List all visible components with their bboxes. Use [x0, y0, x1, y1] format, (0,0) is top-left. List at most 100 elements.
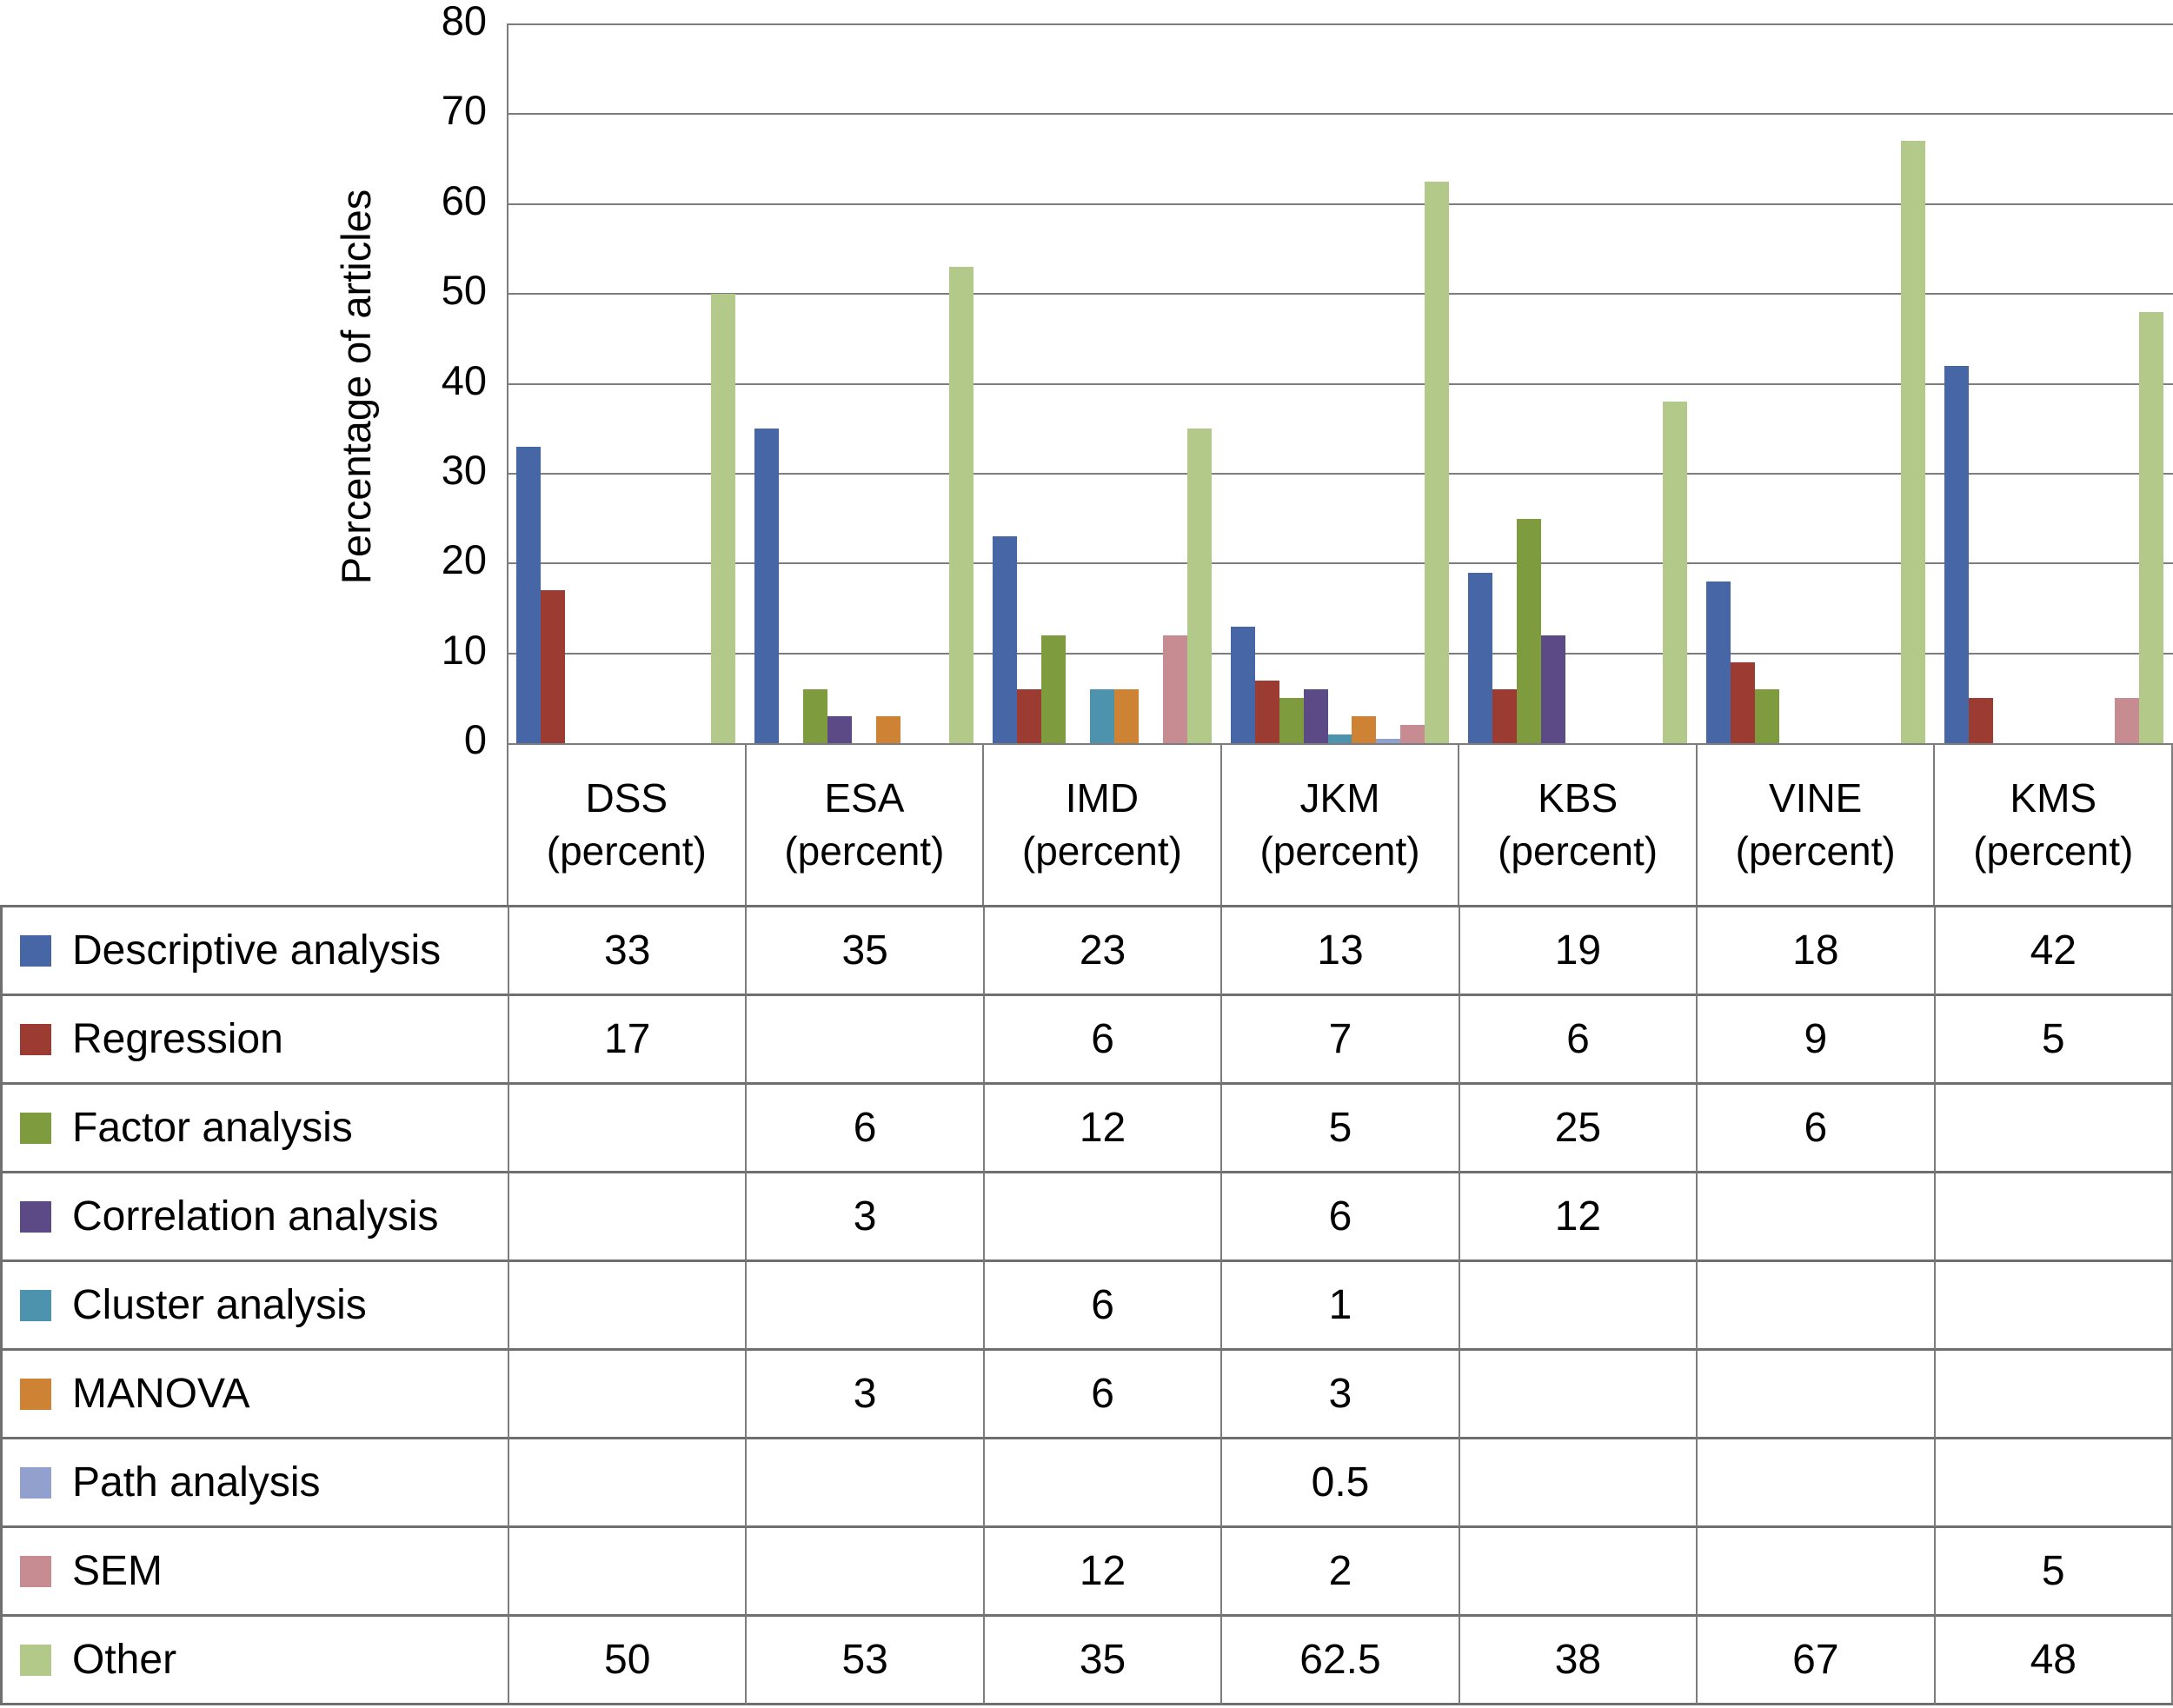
category-header-JKM: JKM (percent) [1219, 743, 1459, 905]
value-cell-ESA-factor-analysis: 6 [747, 1085, 985, 1173]
legend-swatch-icon [20, 1555, 51, 1587]
bar-slot [875, 24, 900, 743]
category-header-IMD: IMD (percent) [982, 743, 1220, 905]
bar-slot [852, 24, 876, 743]
bar-slot [948, 24, 974, 743]
value-cell-VINE-factor-analysis: 6 [1698, 1085, 1936, 1173]
value-cell-JKM-other: 62.5 [1222, 1617, 1460, 1705]
bar-group-JKM [1221, 24, 1459, 743]
bar-slot [1877, 24, 1901, 743]
value-cell-ESA-regression [747, 996, 985, 1085]
value-cell-KBS-cluster-analysis [1459, 1262, 1698, 1351]
value-cell-KMS-sem: 5 [1935, 1528, 2173, 1617]
bar-group-KMS [1935, 24, 2173, 743]
value-cell-IMD-correlation-analysis [984, 1173, 1223, 1262]
value-cell-IMD-regression: 6 [984, 996, 1223, 1085]
bar-JKM-path-analysis [1376, 738, 1401, 743]
bar-slot [1230, 24, 1255, 743]
gridline-10 [507, 652, 2173, 655]
value-cell-IMD-factor-analysis: 12 [984, 1085, 1223, 1173]
value-cell-DSS-factor-analysis [509, 1085, 748, 1173]
bar-group-ESA [745, 24, 983, 743]
value-cell-VINE-correlation-analysis [1698, 1173, 1936, 1262]
bar-KBS-factor-analysis [1517, 518, 1542, 743]
bar-JKM-correlation-analysis [1303, 688, 1328, 743]
bar-slot [1113, 24, 1139, 743]
value-cell-KMS-regression: 5 [1935, 996, 2173, 1085]
bar-slot [1162, 24, 1187, 743]
bar-slot [516, 24, 541, 743]
value-cell-IMD-manova: 6 [984, 1351, 1223, 1439]
bar-IMD-factor-analysis [1040, 635, 1066, 743]
gridline-80 [507, 23, 2173, 25]
value-cell-JKM-manova: 3 [1222, 1351, 1460, 1439]
legend-label: MANOVA [72, 1371, 250, 1417]
value-cell-KBS-other: 38 [1459, 1617, 1698, 1705]
bar-slot [1279, 24, 1304, 743]
gridline-60 [507, 203, 2173, 205]
value-cell-IMD-path-analysis [984, 1439, 1223, 1528]
gridline-40 [507, 382, 2173, 385]
y-tick-label-40: 40 [441, 356, 487, 403]
bar-DSS-regression [540, 590, 565, 743]
bar-group-IMD [983, 24, 1221, 743]
y-tick-label-0: 0 [463, 716, 487, 762]
category-unit: (percent) [546, 828, 707, 874]
value-cell-JKM-path-analysis: 0.5 [1222, 1439, 1460, 1528]
y-tick-label-60: 60 [441, 176, 487, 223]
bar-IMD-other [1186, 429, 1212, 743]
legend-cell-correlation-analysis: Correlation analysis [3, 1173, 509, 1262]
value-cell-ESA-sem [747, 1528, 985, 1617]
bar-slot [1492, 24, 1518, 743]
bar-slot [662, 24, 687, 743]
bar-slot [925, 24, 949, 743]
bar-slot [900, 24, 925, 743]
bar-ESA-correlation-analysis [827, 716, 852, 743]
value-cell-KBS-path-analysis [1459, 1439, 1698, 1528]
legend-swatch-icon [20, 1378, 51, 1410]
value-cell-KMS-other: 48 [1935, 1617, 2173, 1705]
bar-slot [614, 24, 638, 743]
gridline-20 [507, 562, 2173, 565]
value-cell-JKM-sem: 2 [1222, 1528, 1460, 1617]
bar-JKM-sem [1400, 725, 1425, 743]
legend-label: Cluster analysis [72, 1282, 367, 1328]
bar-slot [1517, 24, 1542, 743]
legend-cell-cluster-analysis: Cluster analysis [3, 1262, 509, 1351]
legend-label: Regression [72, 1016, 283, 1062]
bar-slot [1706, 24, 1731, 743]
bar-JKM-manova [1352, 716, 1377, 743]
value-cell-ESA-manova: 3 [747, 1351, 985, 1439]
bar-slot [565, 24, 589, 743]
bar-DSS-descriptive-analysis [516, 446, 541, 743]
value-cell-DSS-path-analysis [509, 1439, 748, 1528]
bar-group-VINE [1697, 24, 1935, 743]
bar-slot [1376, 24, 1401, 743]
bar-slot [1541, 24, 1566, 743]
bar-DSS-other [710, 294, 735, 743]
bar-ESA-descriptive-analysis [754, 429, 779, 743]
bar-VINE-other [1901, 141, 1926, 743]
bar-slot [2066, 24, 2090, 743]
category-name: ESA [824, 775, 905, 821]
bar-group-DSS [507, 24, 745, 743]
value-cell-ESA-path-analysis [747, 1439, 985, 1528]
bar-slot [1828, 24, 1852, 743]
bar-slot [2090, 24, 2115, 743]
y-tick-label-30: 30 [441, 446, 487, 493]
value-cell-KBS-factor-analysis: 25 [1459, 1085, 1698, 1173]
bar-group-KBS [1459, 24, 1697, 743]
bar-slot [1468, 24, 1493, 743]
bar-VINE-factor-analysis [1755, 688, 1780, 743]
value-cell-DSS-descriptive-analysis: 33 [509, 907, 748, 996]
bar-slot [1755, 24, 1780, 743]
bar-slot [1779, 24, 1804, 743]
value-cell-KBS-descriptive-analysis: 19 [1459, 907, 1698, 996]
bar-KMS-descriptive-analysis [1944, 365, 1970, 743]
category-name: VINE [1768, 775, 1863, 821]
bar-slot [1565, 24, 1590, 743]
value-cell-VINE-sem [1698, 1528, 1936, 1617]
category-header-VINE: VINE (percent) [1695, 743, 1934, 905]
bar-VINE-descriptive-analysis [1706, 581, 1731, 743]
